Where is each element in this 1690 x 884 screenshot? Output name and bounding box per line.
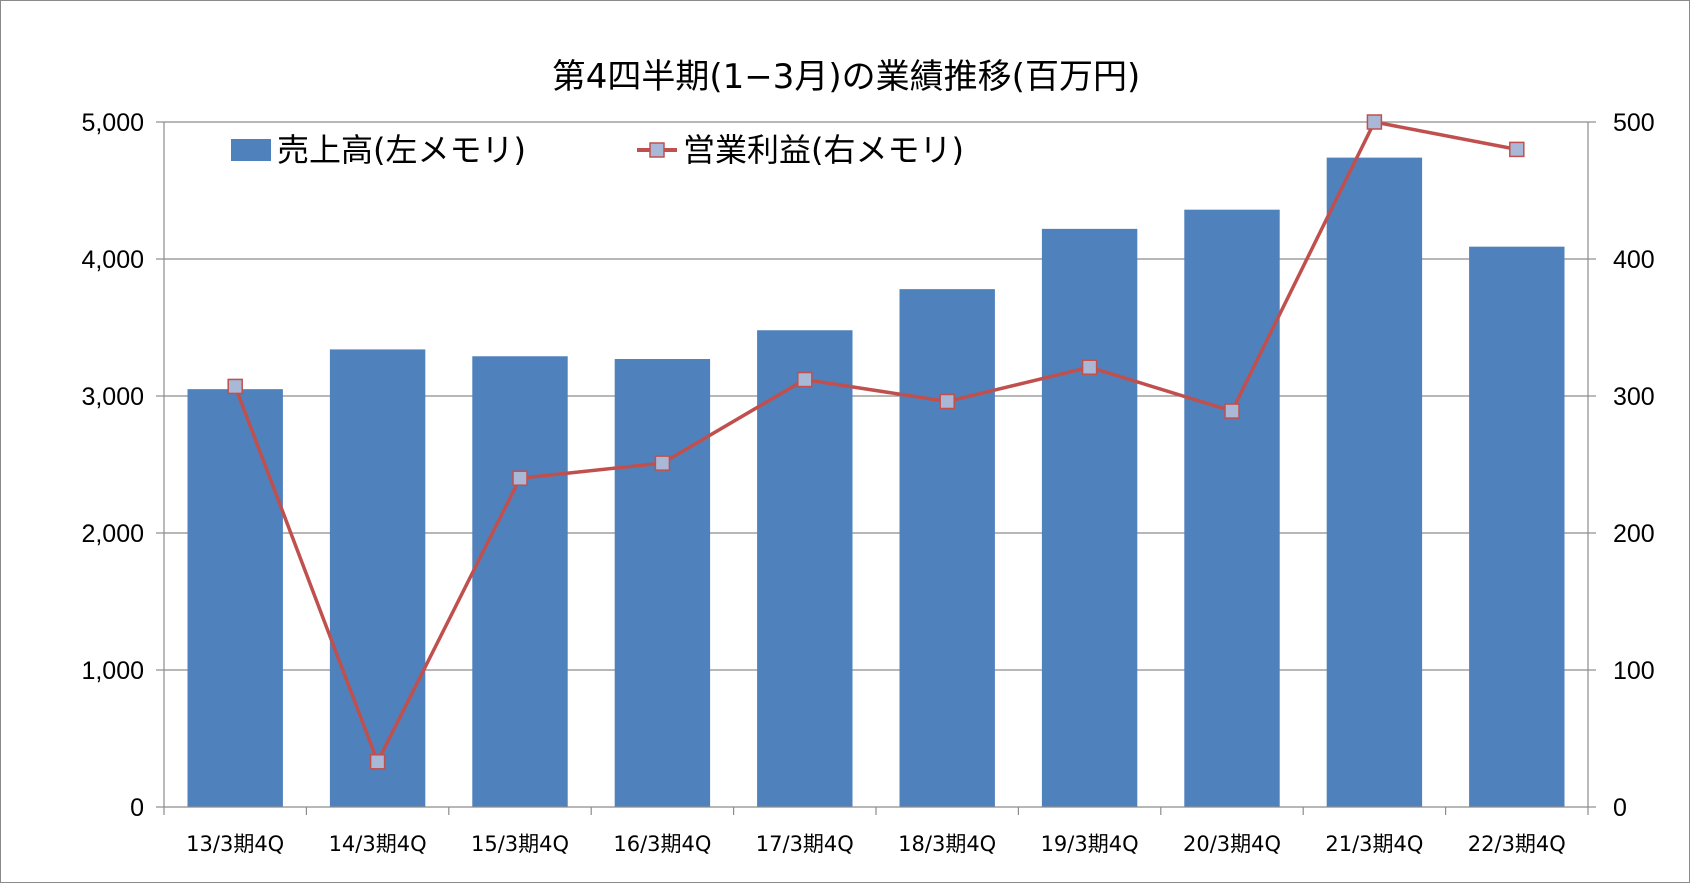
line-series (227, 114, 1525, 770)
y-left-tick-label: 3,000 (81, 383, 144, 411)
y-left-tick-label: 5,000 (81, 109, 144, 137)
x-tick-label: 19/3期4Q (1041, 832, 1139, 856)
y-right-tick-label: 400 (1613, 246, 1655, 274)
y-right-tick-label: 0 (1613, 794, 1627, 822)
bar (757, 330, 853, 807)
bar-series (187, 157, 1565, 808)
profit-point (797, 371, 813, 388)
chart-title: 第4四半期(1−3月)の業績推移(百万円) (552, 57, 1140, 97)
tick-labels: 0 1,000 2,000 3,000 4,000 5,000 0 100 200 300 400 5… (81, 109, 1654, 856)
axes (156, 121, 1596, 815)
y-left-tick-label: 4,000 (81, 246, 144, 274)
x-tick-label: 20/3期4Q (1183, 832, 1281, 856)
profit-point (1509, 141, 1525, 158)
bar (1469, 246, 1565, 808)
bar (187, 389, 283, 807)
profit-point (1366, 114, 1383, 130)
profit-line (233, 120, 1518, 764)
profit-point (227, 378, 243, 395)
y-right-tick-label: 100 (1613, 657, 1655, 685)
bar (614, 359, 711, 807)
profit-point (1224, 403, 1240, 419)
y-right-tick-label: 200 (1613, 520, 1655, 548)
x-tick-label: 18/3期4Q (898, 832, 996, 856)
y-left-tick-label: 2,000 (81, 520, 144, 548)
profit-point (654, 455, 671, 471)
bar (899, 289, 995, 807)
legend-marker-profit (649, 142, 665, 158)
y-left-tick-label: 0 (130, 794, 144, 822)
profit-point (512, 470, 528, 486)
bar (1184, 209, 1280, 807)
x-tick-label: 14/3期4Q (329, 832, 427, 856)
legend: 売上高(左メモリ) 営業利益(右メモリ) (231, 131, 964, 169)
profit-point (369, 754, 386, 770)
profit-point (939, 393, 955, 410)
x-tick-label: 17/3期4Q (756, 832, 854, 856)
legend-swatch-sales (231, 139, 271, 161)
x-tick-label: 13/3期4Q (186, 832, 284, 856)
y-right-tick-label: 500 (1613, 109, 1655, 137)
bar (1041, 228, 1138, 808)
legend-label-sales: 売上高(左メモリ) (277, 131, 526, 169)
x-tick-label: 22/3期4Q (1468, 832, 1566, 856)
legend-label-profit: 営業利益(右メモリ) (683, 131, 964, 169)
bar (1326, 157, 1423, 807)
profit-point (1081, 359, 1098, 375)
x-tick-label: 15/3期4Q (471, 832, 569, 856)
y-right-tick-label: 300 (1613, 383, 1655, 411)
bar (329, 349, 426, 807)
y-left-tick-label: 1,000 (81, 657, 144, 685)
x-tick-label: 16/3期4Q (613, 832, 711, 856)
bar (472, 356, 568, 807)
x-tick-label: 21/3期4Q (1325, 832, 1423, 856)
